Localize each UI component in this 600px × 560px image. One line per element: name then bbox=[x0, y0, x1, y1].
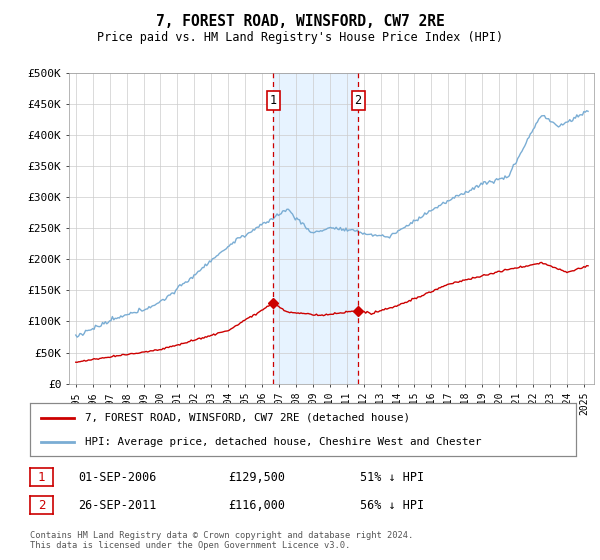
Text: 2: 2 bbox=[355, 94, 362, 108]
Text: 1: 1 bbox=[270, 94, 277, 108]
Text: 01-SEP-2006: 01-SEP-2006 bbox=[78, 470, 157, 484]
Text: HPI: Average price, detached house, Cheshire West and Chester: HPI: Average price, detached house, Ches… bbox=[85, 437, 481, 447]
Bar bbox=[274, 73, 358, 384]
Text: 26-SEP-2011: 26-SEP-2011 bbox=[78, 498, 157, 512]
Text: 7, FOREST ROAD, WINSFORD, CW7 2RE: 7, FOREST ROAD, WINSFORD, CW7 2RE bbox=[155, 14, 445, 29]
Text: 51% ↓ HPI: 51% ↓ HPI bbox=[360, 470, 424, 484]
Text: Price paid vs. HM Land Registry's House Price Index (HPI): Price paid vs. HM Land Registry's House … bbox=[97, 31, 503, 44]
Text: 1: 1 bbox=[38, 470, 45, 484]
Text: £129,500: £129,500 bbox=[228, 470, 285, 484]
Text: 56% ↓ HPI: 56% ↓ HPI bbox=[360, 498, 424, 512]
Text: 2: 2 bbox=[38, 498, 45, 512]
Text: £116,000: £116,000 bbox=[228, 498, 285, 512]
Text: Contains HM Land Registry data © Crown copyright and database right 2024.
This d: Contains HM Land Registry data © Crown c… bbox=[30, 531, 413, 550]
Text: 7, FOREST ROAD, WINSFORD, CW7 2RE (detached house): 7, FOREST ROAD, WINSFORD, CW7 2RE (detac… bbox=[85, 413, 410, 423]
